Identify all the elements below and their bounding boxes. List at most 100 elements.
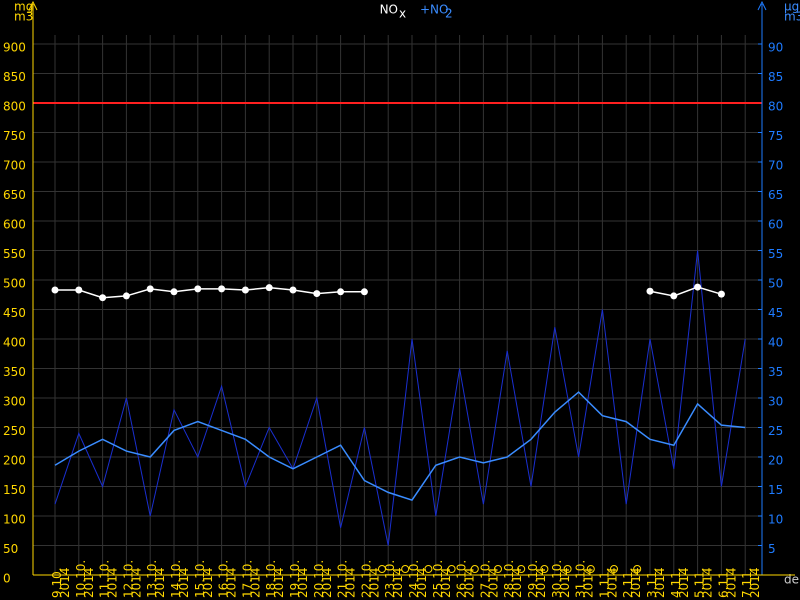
series-line (55, 286, 722, 299)
title-nox: NO (380, 3, 398, 17)
x-tick-label: 21.10.2014 (335, 560, 357, 598)
y-tick-label: 100 (3, 513, 26, 527)
missing-day-marker (470, 565, 479, 573)
y-unit-num: mg (14, 0, 33, 14)
x-tick-label: 12.10.2014 (121, 560, 143, 598)
x-tick-label: 5.11.2014 (692, 567, 714, 598)
y-tick-label: 250 (3, 424, 26, 438)
title-no2-sub: 2 (445, 7, 453, 21)
x-tick-label: 18.10.2014 (264, 560, 286, 598)
missing-day-marker (586, 565, 595, 573)
y2-tick-label: 10 (768, 513, 783, 527)
x-tick-label: 24.10.2014 (407, 560, 429, 598)
missing-day-marker (517, 565, 526, 573)
y2-tick-label: 85 (768, 70, 783, 84)
missing-day-marker (424, 565, 433, 573)
y-tick-label: 550 (3, 247, 26, 261)
y2-tick-label: 30 (768, 395, 783, 409)
series-point (241, 286, 249, 294)
x-tick-label: 10.10.2014 (73, 560, 95, 598)
y2-tick-label: 50 (768, 277, 783, 291)
y2-unit-num: µg (784, 0, 799, 14)
series-point (75, 286, 83, 294)
y2-tick-label: 75 (768, 129, 783, 143)
x-tick-label: 16.10.2014 (216, 560, 238, 598)
x-tick-label: 11.10.2014 (97, 560, 119, 598)
x-tick-label: 20.10.2014 (311, 560, 333, 598)
series-point (170, 288, 178, 296)
title-no2: +NO (420, 3, 448, 17)
x-tick-label: 6.11.2014 (716, 567, 738, 598)
series-point (122, 292, 130, 300)
series-line (54, 250, 746, 546)
y-tick-label: 750 (3, 129, 26, 143)
y2-arrow (757, 0, 767, 11)
series-point (99, 294, 107, 302)
y2-tick-label: 65 (768, 188, 783, 202)
series-point (313, 290, 321, 298)
x-tick-label: 25.10.2014 (430, 560, 452, 598)
x-tick-label: 17.10.2014 (240, 560, 262, 598)
y2-tick-label: 45 (768, 306, 783, 320)
y-tick-label: 850 (3, 70, 26, 84)
x-label: den (784, 573, 800, 587)
y-tick-label: 150 (3, 483, 26, 497)
missing-day-marker (563, 565, 572, 573)
y2-tick-label: 70 (768, 159, 783, 173)
y-tick-label: 500 (3, 277, 26, 291)
x-tick-label: 15.10.2014 (192, 560, 214, 598)
y-tick-label: 350 (3, 365, 26, 379)
missing-day-marker (540, 565, 549, 573)
x-tick-label: 3.11.2014 (645, 567, 667, 598)
series-point (646, 287, 654, 295)
y-tick-label: 700 (3, 159, 26, 173)
y2-tick-label: 55 (768, 247, 783, 261)
missing-day-marker (378, 565, 386, 573)
y-tick-label: 300 (3, 395, 26, 409)
series-point (337, 288, 345, 296)
y-tick-label: 450 (3, 306, 26, 320)
x-tick-label: 22.10.2014 (359, 560, 381, 598)
y-tick-label: 400 (3, 336, 26, 350)
series-point (670, 292, 678, 300)
series-point (51, 286, 59, 294)
y-tick-label: 800 (3, 100, 26, 114)
missing-day-marker (401, 565, 410, 573)
x-tick-label: 19.10.2014 (288, 560, 310, 598)
missing-day-marker (633, 565, 642, 573)
x-tick-label: 13.10.2014 (145, 560, 167, 598)
series-point (717, 290, 725, 298)
missing-day-marker (610, 565, 618, 573)
y2-tick-label: 15 (768, 483, 783, 497)
series-point (194, 285, 202, 293)
series-point (289, 286, 297, 294)
y-tick-label: 200 (3, 454, 26, 468)
y2-tick-label: 20 (768, 454, 783, 468)
x-tick-label: 4.11.2014 (668, 567, 690, 598)
series-point (694, 283, 702, 291)
series-point (218, 285, 226, 293)
y2-tick-label: 90 (768, 41, 783, 55)
y2-tick-label: 60 (768, 218, 783, 232)
y-tick-label: 650 (3, 188, 26, 202)
y-tick-label: 900 (3, 41, 26, 55)
x-tick-label: 9.10.2014 (50, 567, 72, 598)
y2-tick-label: 25 (768, 424, 783, 438)
x-tick-label: 7.11.2014 (740, 567, 762, 598)
series-point (146, 285, 154, 293)
missing-day-marker (447, 565, 456, 573)
missing-day-marker (494, 565, 502, 573)
y2-tick-label: 35 (768, 365, 783, 379)
y-arrow (28, 0, 38, 11)
series-point (265, 284, 273, 292)
series-point (360, 288, 368, 296)
y2-unit-den: m3 (784, 10, 800, 24)
title-nox-sub: x (399, 7, 406, 21)
y-tick-label: 0 (3, 572, 11, 586)
y-unit-den: m3 (14, 10, 33, 24)
series-line (54, 391, 746, 501)
y2-tick-label: 5 (768, 542, 776, 556)
x-tick-label: 23.10.2014 (383, 560, 405, 598)
y-tick-label: 50 (3, 542, 18, 556)
